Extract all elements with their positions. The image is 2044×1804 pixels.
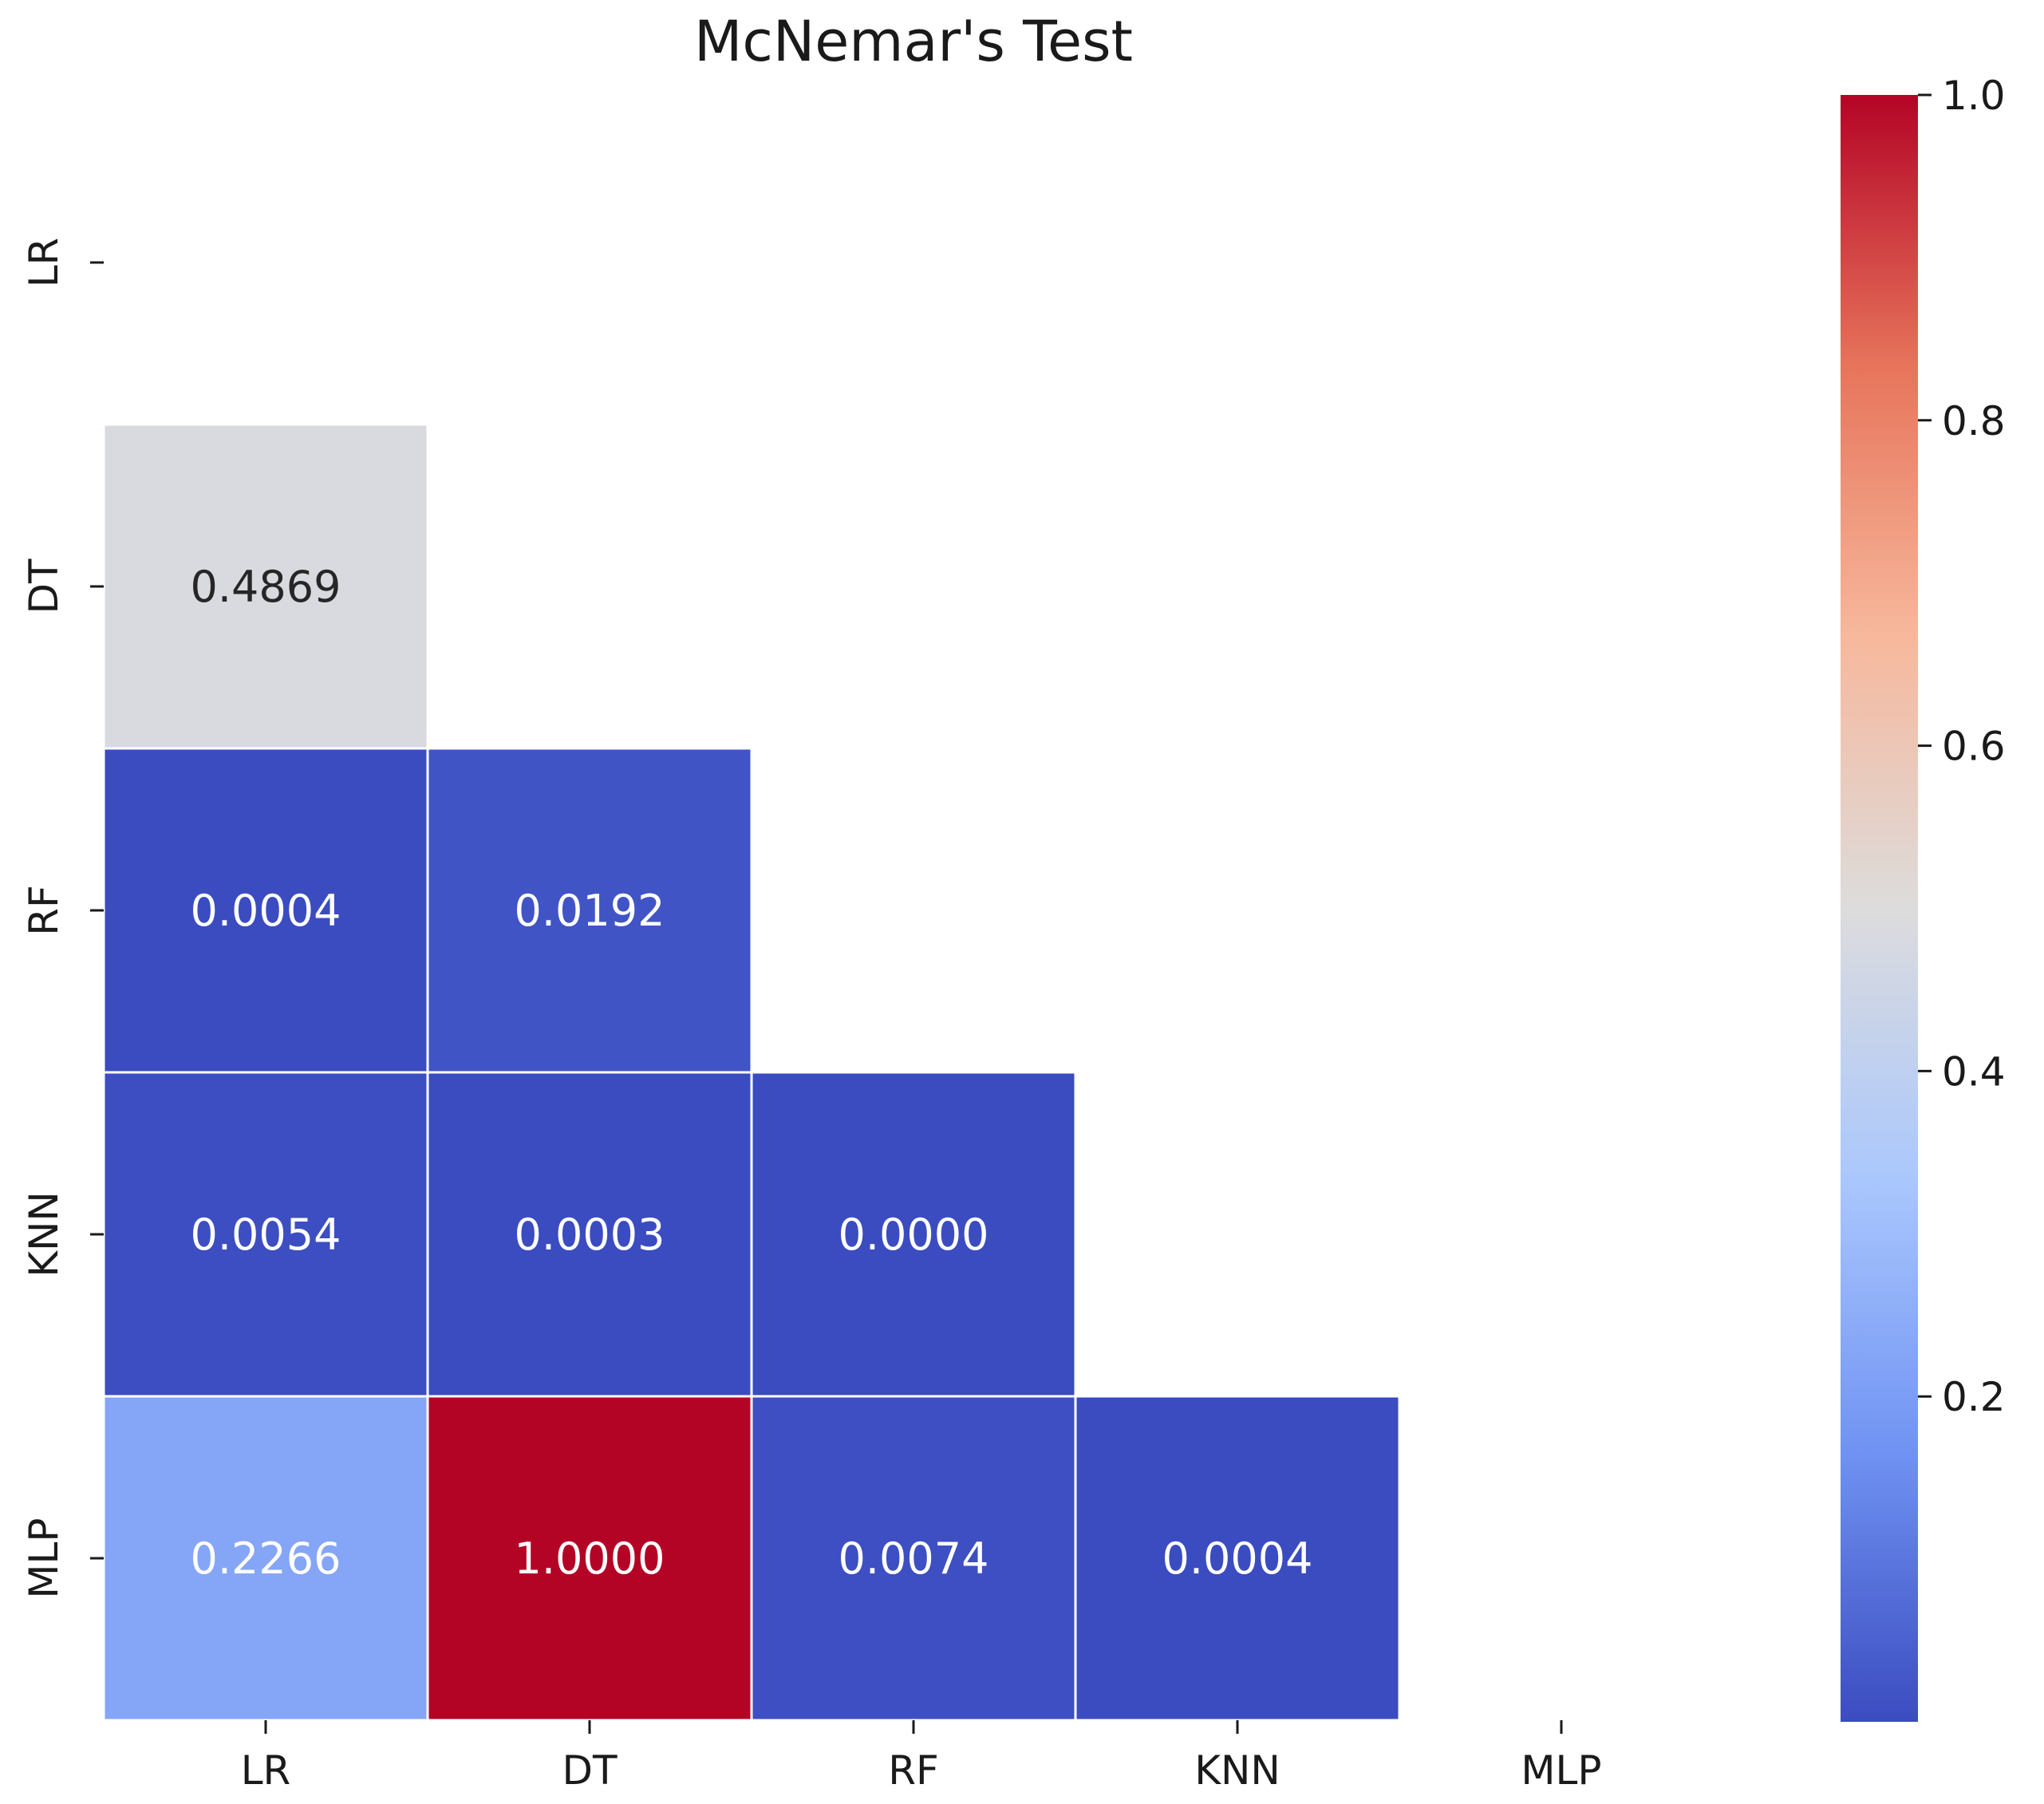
cell-value-label: 0.0054 <box>191 1210 341 1260</box>
heatmap-cell-rf-dt <box>426 747 753 1074</box>
colorbar-tick-label: 0.2 <box>1942 1374 2006 1420</box>
colorbar-gradient <box>1841 95 1918 1722</box>
x-tick-label-lr: LR <box>241 1747 291 1794</box>
cell-value-label: 0.0004 <box>191 886 341 936</box>
x-tick-label-dt: DT <box>562 1747 618 1794</box>
heatmap-cell-knn-lr <box>102 1071 429 1398</box>
colorbar-tick-label: 0.6 <box>1942 724 2006 770</box>
x-axis: LR DT RF KNN MLP <box>241 1720 1602 1794</box>
heatmap-cell-mlp-dt <box>426 1395 753 1722</box>
heatmap-cells <box>102 423 1401 1722</box>
cell-value-label: 0.0074 <box>839 1534 989 1584</box>
cell-value-label: 0.2266 <box>191 1534 341 1584</box>
y-tick-label-knn: KNN <box>21 1191 67 1277</box>
x-tick-label-rf: RF <box>888 1747 939 1794</box>
y-axis: LR DT RF KNN MLP <box>21 238 104 1599</box>
y-tick-label-dt: DT <box>21 559 67 614</box>
cell-value-label: 1.0000 <box>515 1534 665 1584</box>
heatmap-cell-rf-lr <box>102 747 429 1074</box>
x-tick-label-mlp: MLP <box>1521 1747 1601 1794</box>
heatmap-cell-knn-dt <box>426 1071 753 1398</box>
heatmap-cell-knn-rf <box>750 1071 1077 1398</box>
cell-value-label: 0.0000 <box>839 1210 989 1260</box>
heatmap-cell-mlp-knn <box>1074 1395 1401 1722</box>
chart-title: McNemar's Test <box>694 9 1133 74</box>
y-tick-label-mlp: MLP <box>21 1518 67 1598</box>
cell-value-label: 0.0004 <box>1162 1534 1313 1584</box>
cell-value-label: 0.0003 <box>515 1210 665 1260</box>
x-tick-label-knn: KNN <box>1194 1747 1280 1794</box>
cell-value-label: 0.4869 <box>191 562 341 612</box>
colorbar-tick-label: 0.4 <box>1942 1048 2006 1095</box>
y-tick-label-rf: RF <box>21 885 67 936</box>
heatmap-cell-dt-lr <box>102 423 429 750</box>
colorbar: 0.2 0.4 0.6 0.8 1.0 <box>1841 73 2006 1722</box>
colorbar-tick-label: 0.8 <box>1942 398 2006 444</box>
cell-value-label: 0.0192 <box>515 886 665 936</box>
colorbar-tick-label: 1.0 <box>1942 73 2006 119</box>
heatmap-cell-labels: 0.4869 0.0004 0.0192 0.0054 0.0003 0.0000 0.22… <box>191 562 1313 1584</box>
y-tick-label-lr: LR <box>21 238 67 288</box>
